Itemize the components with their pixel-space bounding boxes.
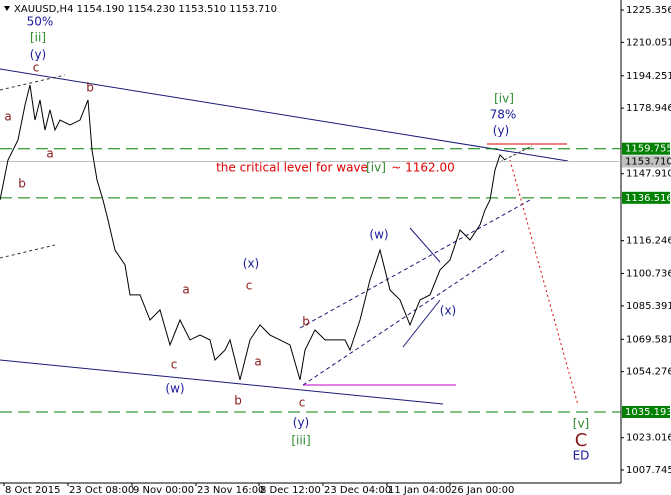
wave-label: a [182,283,189,297]
level-label: 1159.755 [625,144,671,155]
level-label: 1136.516 [625,193,671,204]
plot-area [0,0,621,483]
wave-label: [iii] [291,434,310,448]
y-tick-label: 1210.051 [626,37,671,48]
x-tick-label: 8 Oct 2015 [5,485,60,495]
level-label: 1035.193 [625,407,671,418]
wave-label: ED [573,449,590,463]
level-tag [622,155,670,168]
level-tag [622,191,670,204]
wave-label: (w) [369,228,388,242]
wave-label: a [254,355,261,369]
wave-label: b [18,177,26,191]
wave-label: b [86,81,94,95]
wave-label: (x) [440,304,456,318]
wave-label: b [302,315,310,329]
trend-line [0,68,569,162]
wave-label: ~ 1162.00 [391,161,455,175]
wave-label: (x) [243,257,259,271]
wave-label: (w) [165,382,184,396]
x-tick-label: 26 Jan 00:00 [451,485,514,495]
y-tick-label: 1100.736 [626,268,671,279]
channel-line [302,249,506,386]
wave-label: 50% [27,15,54,29]
y-tick-label: 1178.946 [626,103,671,114]
wave-label: C [575,430,588,451]
x-tick-label: 9 Nov 00:00 [133,485,194,495]
x-tick-label: 23 Nov 16:00 [197,485,264,495]
wave-label: (y) [493,124,509,138]
trend-line [409,227,441,263]
trend-line [0,359,444,405]
trend-line [499,145,533,163]
y-tick-label: 1225.356 [626,5,671,16]
y-tick-label: 1116.246 [626,236,671,247]
wave-label: c [171,358,178,372]
y-tick-label: 1054.276 [626,367,671,378]
x-tick-label: 23 Dec 04:00 [324,485,391,495]
x-tick-label: 8 Dec 12:00 [260,485,321,495]
wave-label: a [4,110,11,124]
wave-label: the critical level for wave [216,161,368,175]
wave-label: c [299,396,306,410]
wave-label: a [46,147,53,161]
wave-label: b [234,394,242,408]
wave-label: 78% [490,108,517,122]
x-tick-label: 23 Oct 08:00 [69,485,134,495]
y-tick-label: 1023.016 [626,433,671,444]
wave-label: [ii] [30,31,46,45]
wave-label: [iv] [366,161,386,175]
wave-label: (y) [293,416,309,430]
y-tick-label: 1147.910 [626,169,671,180]
channel-line [299,199,531,329]
trend-line [402,299,441,348]
wave-label: c [246,279,253,293]
wave-label: [iv] [494,92,514,106]
projection-line [509,159,579,406]
level-label: 1153.710 [625,156,671,167]
price-line [0,84,506,380]
y-tick-label: 1085.391 [626,301,671,312]
trend-lines [0,68,579,406]
trend-line [0,74,66,91]
y-tick-label: 1069.581 [626,334,671,345]
wave-label: [v] [573,417,589,431]
x-tick-label: 11 Jan 04:00 [388,485,451,495]
wave-label: c [33,61,40,75]
y-tick-label: 1007.745 [626,465,671,476]
level-tag [622,405,670,418]
title-icon [4,6,10,11]
level-tag [622,142,670,155]
y-tick-label: 1194.251 [626,71,671,82]
wave-label: (y) [30,48,46,62]
chart-title: XAUUSD,H4 1154.190 1154.230 1153.510 115… [14,4,277,15]
